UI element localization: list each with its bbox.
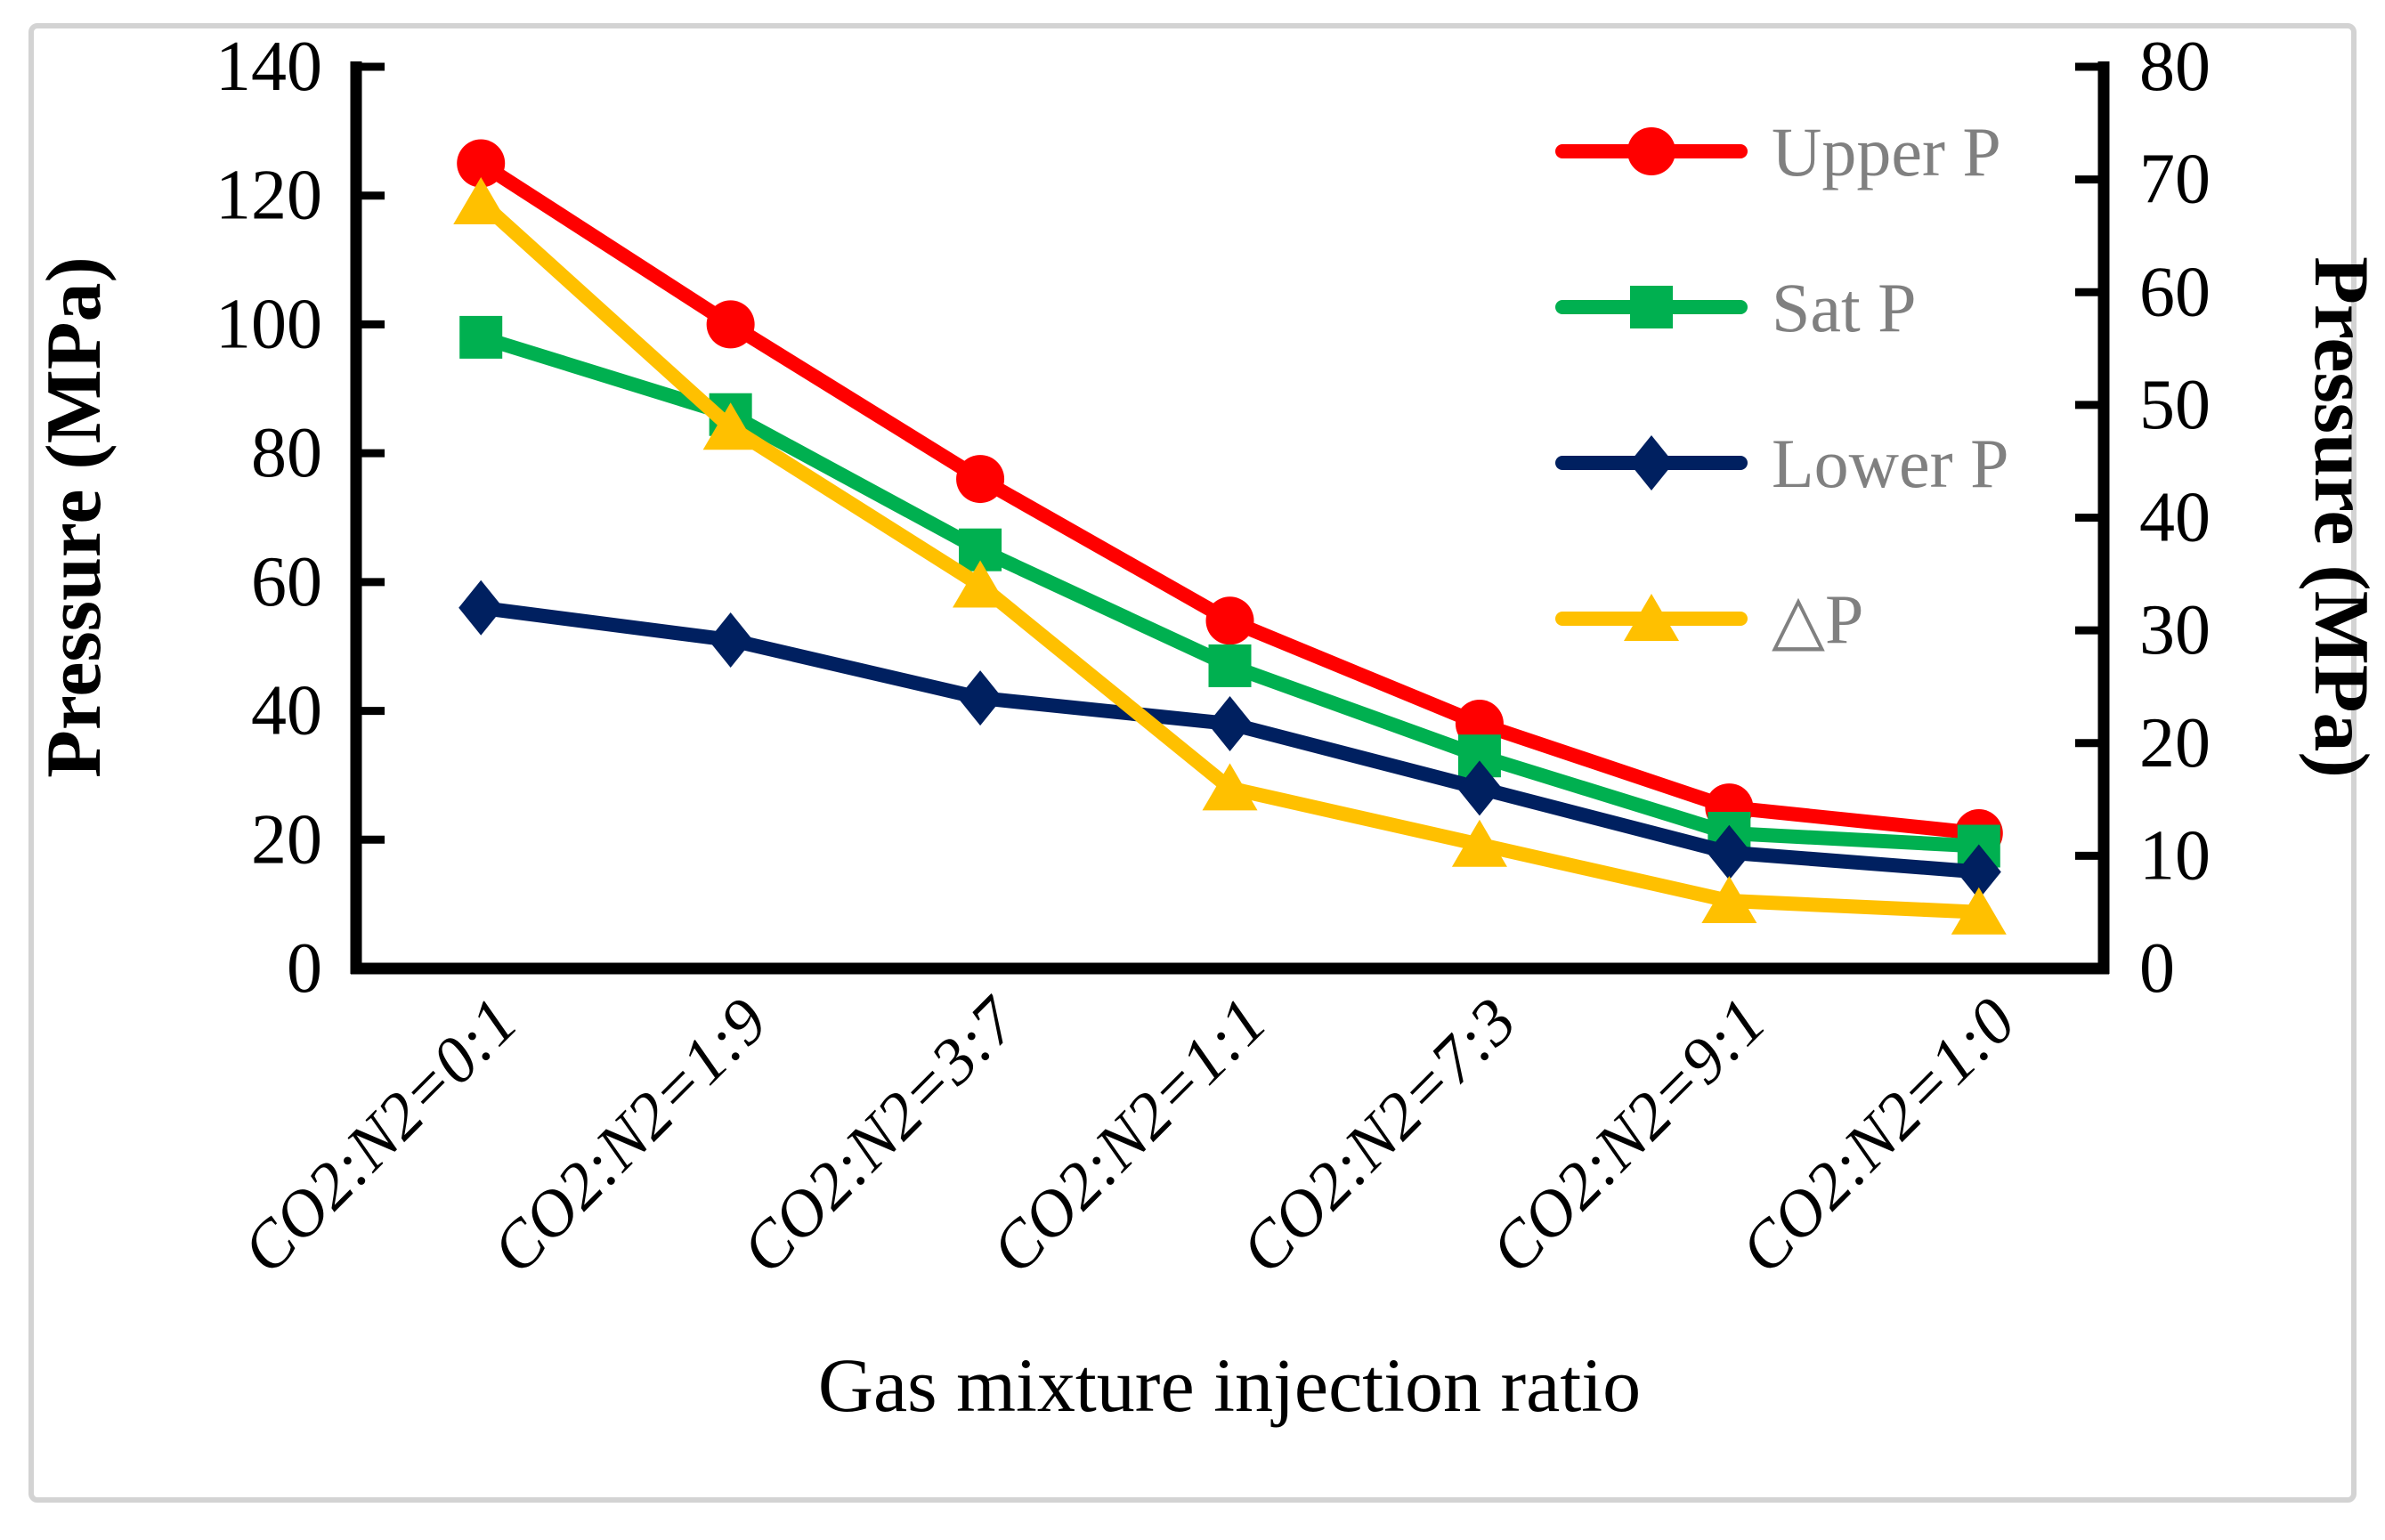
series-marker-upper-p bbox=[956, 455, 1005, 504]
right-axis-tick-label: 30 bbox=[2139, 591, 2211, 669]
right-axis-tick-label: 10 bbox=[2139, 816, 2211, 895]
series-marker-delta-p bbox=[1451, 819, 1507, 867]
left-axis-tick-label: 100 bbox=[215, 285, 322, 363]
legend-swatch-marker-sat-p bbox=[1630, 286, 1673, 328]
left-axis-tick-label: 40 bbox=[251, 672, 322, 750]
series-marker-upper-p bbox=[457, 139, 506, 188]
series-marker-upper-p bbox=[706, 300, 755, 349]
series-marker-delta-p bbox=[453, 176, 509, 224]
left-axis-tick-label: 60 bbox=[251, 543, 322, 621]
series-marker-upper-p bbox=[1205, 596, 1254, 645]
left-axis-title: Pressure (MPa) bbox=[31, 256, 118, 778]
right-axis-tick-label: 60 bbox=[2139, 253, 2211, 331]
right-axis-tick-label: 50 bbox=[2139, 366, 2211, 444]
right-axis-title: Pressure (MPa) bbox=[2298, 256, 2384, 778]
left-axis-tick-label: 20 bbox=[251, 800, 322, 879]
left-axis-tick-label: 140 bbox=[215, 28, 322, 106]
series-marker-lower-p bbox=[1707, 824, 1752, 880]
legend-swatch-marker-delta-p bbox=[1624, 594, 1679, 641]
x-axis-title: Gas mixture injection ratio bbox=[818, 1342, 1641, 1428]
left-axis-tick-label: 80 bbox=[251, 414, 322, 492]
right-axis-tick-label: 80 bbox=[2139, 28, 2211, 106]
series-marker-delta-p bbox=[953, 560, 1009, 608]
left-axis-tick-label: 0 bbox=[287, 929, 322, 1008]
right-axis-tick-label: 0 bbox=[2139, 929, 2175, 1008]
series-marker-sat-p bbox=[459, 315, 503, 359]
right-axis-tick-label: 70 bbox=[2139, 141, 2211, 219]
legend-label-lower-p: Lower P bbox=[1772, 425, 2008, 502]
series-marker-delta-p bbox=[1701, 876, 1757, 924]
right-axis-tick-label: 20 bbox=[2139, 704, 2211, 782]
legend-label-upper-p: Upper P bbox=[1772, 113, 2001, 190]
legend-swatch-marker-lower-p bbox=[1629, 435, 1674, 490]
series-marker-delta-p bbox=[702, 402, 758, 450]
series-marker-delta-p bbox=[1202, 763, 1258, 811]
series-marker-lower-p bbox=[958, 670, 1003, 726]
left-axis-tick-label: 120 bbox=[215, 157, 322, 235]
series-marker-lower-p bbox=[1207, 696, 1253, 752]
legend-label-sat-p: Sat P bbox=[1772, 269, 1917, 346]
legend-label-delta-p: △P bbox=[1772, 580, 1863, 658]
series-marker-lower-p bbox=[1956, 844, 2001, 900]
right-axis-tick-label: 40 bbox=[2139, 479, 2211, 557]
series-marker-delta-p bbox=[1951, 887, 2007, 935]
series-marker-lower-p bbox=[1456, 760, 1502, 816]
series-marker-lower-p bbox=[708, 612, 753, 668]
series-marker-sat-p bbox=[1208, 644, 1252, 687]
legend-swatch-marker-upper-p bbox=[1627, 127, 1675, 175]
series-marker-lower-p bbox=[458, 580, 504, 636]
